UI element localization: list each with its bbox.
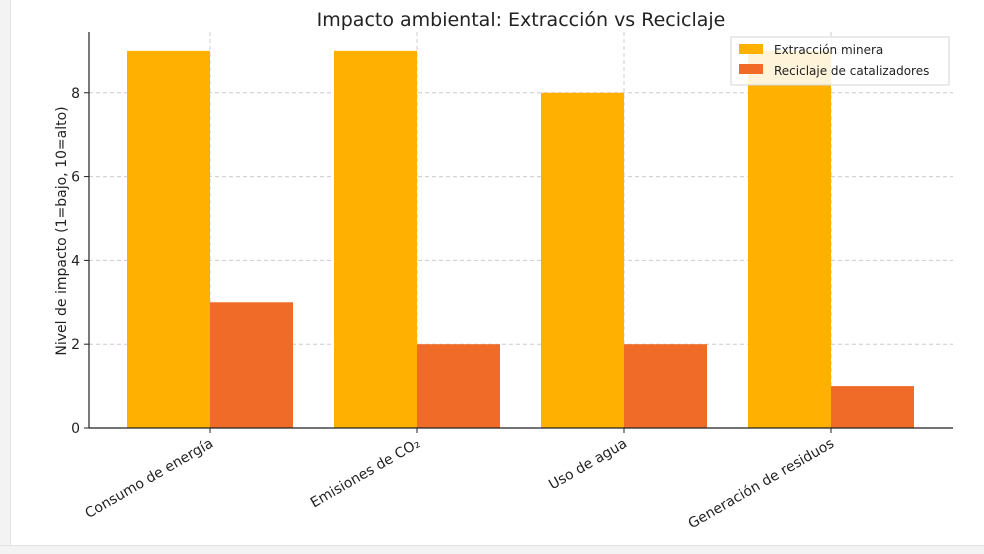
legend: Extracción minera Reciclaje de catalizad… bbox=[730, 36, 950, 86]
bars bbox=[127, 50, 914, 428]
legend-label-reciclaje: Reciclaje de catalizadores bbox=[774, 64, 929, 78]
x-tick-label: Uso de agua bbox=[546, 436, 630, 494]
y-tick-label: 6 bbox=[71, 170, 80, 186]
y-tick-label: 2 bbox=[71, 337, 80, 353]
y-axis-label: Nivel de impacto (1=bajo, 10=alto) bbox=[54, 106, 70, 355]
bar-extraccion-0 bbox=[127, 50, 210, 428]
y-tick-label: 0 bbox=[71, 421, 80, 437]
bar-extraccion-1 bbox=[334, 50, 417, 428]
bar-reciclaje-2 bbox=[624, 344, 707, 428]
window-left-edge bbox=[0, 0, 11, 554]
bar-reciclaje-1 bbox=[417, 344, 500, 428]
y-tick-label: 8 bbox=[71, 86, 80, 102]
x-tick-label: Generación de residuos bbox=[686, 436, 837, 533]
y-tick-label: 4 bbox=[71, 253, 80, 269]
window-bottom-edge bbox=[0, 545, 984, 554]
bar-extraccion-3 bbox=[748, 50, 831, 428]
x-tick-label: Emisiones de CO₂ bbox=[308, 436, 423, 512]
bar-reciclaje-3 bbox=[831, 386, 914, 428]
legend-box bbox=[730, 36, 950, 86]
x-tick-label: Consumo de energía bbox=[82, 436, 216, 522]
bar-reciclaje-0 bbox=[210, 302, 293, 428]
bar-extraccion-2 bbox=[541, 92, 624, 428]
legend-swatch-reciclaje bbox=[739, 64, 763, 74]
legend-label-extraccion: Extracción minera bbox=[774, 43, 883, 57]
legend-swatch-extraccion bbox=[739, 44, 763, 54]
chart-title: Impacto ambiental: Extracción vs Recicla… bbox=[317, 9, 726, 31]
